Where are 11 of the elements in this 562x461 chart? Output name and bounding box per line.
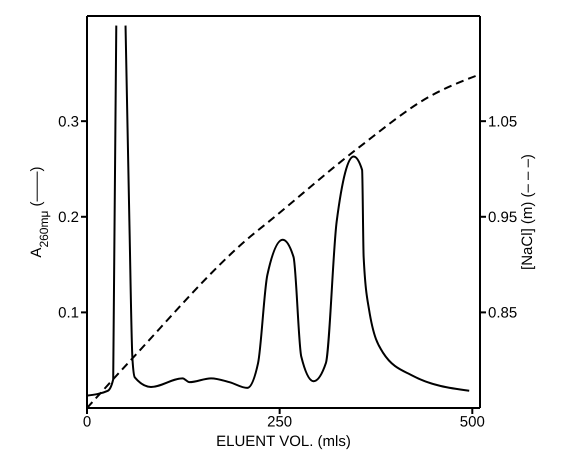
y-tick-label: 0.1 — [58, 304, 79, 322]
y2-tick-label: 1.05 — [488, 113, 518, 130]
y2-tick-label: 0.95 — [488, 209, 518, 226]
x-tick-label: 250 — [267, 414, 292, 431]
x-axis-title: ELUENT VOL. (mls) — [216, 433, 351, 450]
y-tick-label: 0.2 — [58, 209, 79, 226]
y-tick-label: 0.3 — [58, 113, 79, 130]
x-tick-label: 0 — [82, 414, 92, 431]
y2-tick-label: 0.85 — [488, 304, 518, 322]
y2-axis-title: [NaCl] (m) (– – –) — [519, 154, 536, 270]
x-tick-label: 500 — [460, 414, 485, 431]
